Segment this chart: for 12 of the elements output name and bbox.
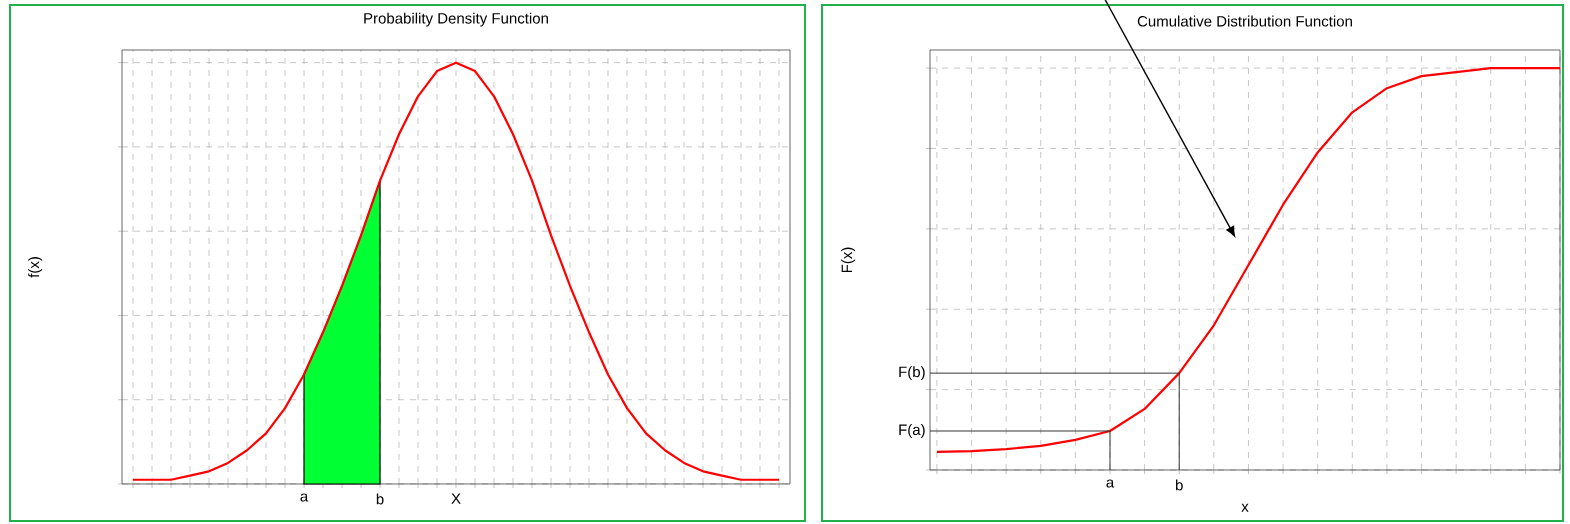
ref-line-label: F(b) (899, 366, 925, 381)
y-axis-title: f(x) (28, 257, 43, 278)
x-tick-label: b (376, 493, 384, 505)
y-axis-title: F(x) (841, 247, 856, 273)
chart-title: Cumulative Distribution Function (1137, 15, 1352, 27)
x-tick-label: a (300, 493, 309, 502)
x-axis-title: x (1241, 503, 1249, 512)
x-tick-label: a (1106, 479, 1115, 488)
x-tick-label: X (451, 493, 461, 504)
ref-line-label: F(a) (899, 424, 925, 438)
x-tick-label: b (1176, 479, 1183, 491)
chart-title: Probability Density Function (364, 12, 548, 27)
